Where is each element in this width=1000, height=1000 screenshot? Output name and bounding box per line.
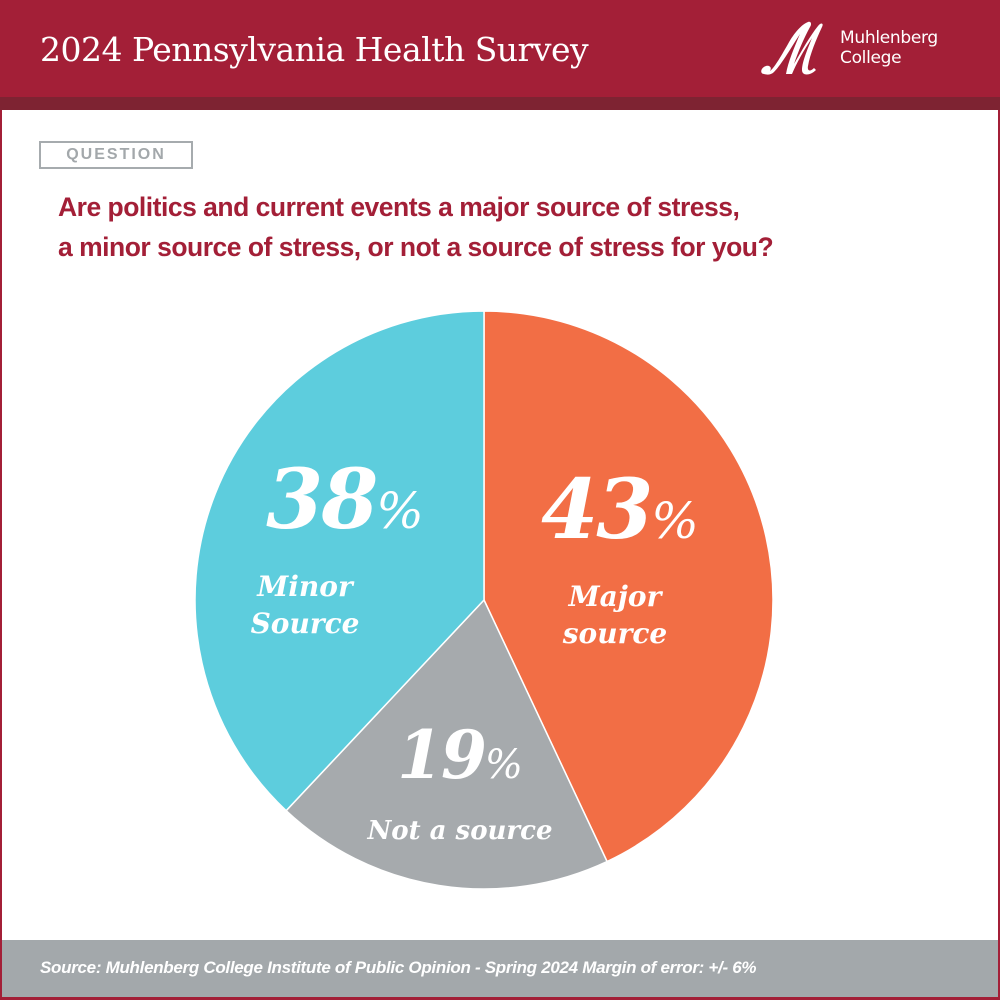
not-percent-value: 19 [397, 716, 487, 794]
muhlenberg-m-script-logo-icon [761, 21, 823, 75]
college-logo: Muhlenberg College [758, 18, 968, 80]
question-text: Are politics and current events a major … [58, 187, 978, 267]
question-badge: QUESTION [39, 141, 193, 169]
page-title: 2024 Pennsylvania Health Survey [40, 30, 589, 69]
major-percent-sign: % [651, 492, 699, 550]
major-label-line1: Major [568, 580, 662, 613]
minor-label-line2: Source [250, 607, 360, 640]
minor-percent-value: 38 [266, 452, 378, 548]
question-line-1: Are politics and current events a major … [58, 192, 740, 222]
label-not: 19% Not a source [340, 715, 580, 850]
header-divider [0, 97, 1000, 110]
source-note: Source: Muhlenberg College Institute of … [40, 958, 757, 977]
slice-major [483, 310, 774, 863]
minor-percent-sign: % [376, 482, 424, 540]
label-minor: 38% Minor Source [225, 455, 465, 642]
major-label-line2: source [562, 617, 668, 650]
slice-not [285, 598, 609, 890]
not-percent-sign: % [484, 742, 523, 788]
college-name-line1: Muhlenberg [840, 28, 938, 48]
college-name-line2: College [840, 48, 902, 68]
header-bar [0, 0, 1000, 97]
slice-minor [194, 310, 485, 812]
footer-bar [2, 940, 998, 997]
question-line-2: a minor source of stress, or not a sourc… [58, 232, 774, 262]
minor-label-line1: Minor [257, 570, 353, 603]
major-percent-value: 43 [541, 462, 653, 558]
label-major: 43% Major source [500, 465, 740, 652]
college-name: Muhlenberg College [840, 28, 938, 68]
not-label-line1: Not a source [367, 816, 553, 846]
